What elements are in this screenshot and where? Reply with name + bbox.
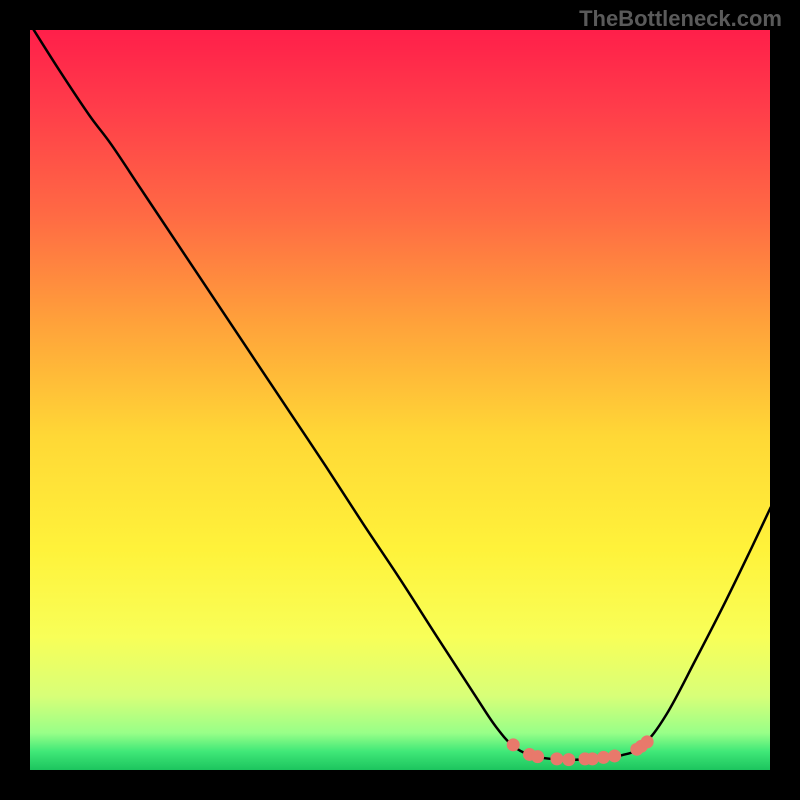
data-marker (586, 752, 599, 765)
data-marker (608, 749, 621, 762)
chart-container: TheBottleneck.com (0, 0, 800, 800)
data-marker (531, 750, 544, 763)
watermark-text: TheBottleneck.com (579, 6, 782, 32)
data-marker (597, 751, 610, 764)
data-marker (641, 735, 654, 748)
plot-area (30, 30, 770, 770)
data-marker (507, 738, 520, 751)
data-marker (550, 752, 563, 765)
gradient-background (30, 30, 770, 770)
chart-svg (30, 30, 770, 770)
data-marker (562, 753, 575, 766)
